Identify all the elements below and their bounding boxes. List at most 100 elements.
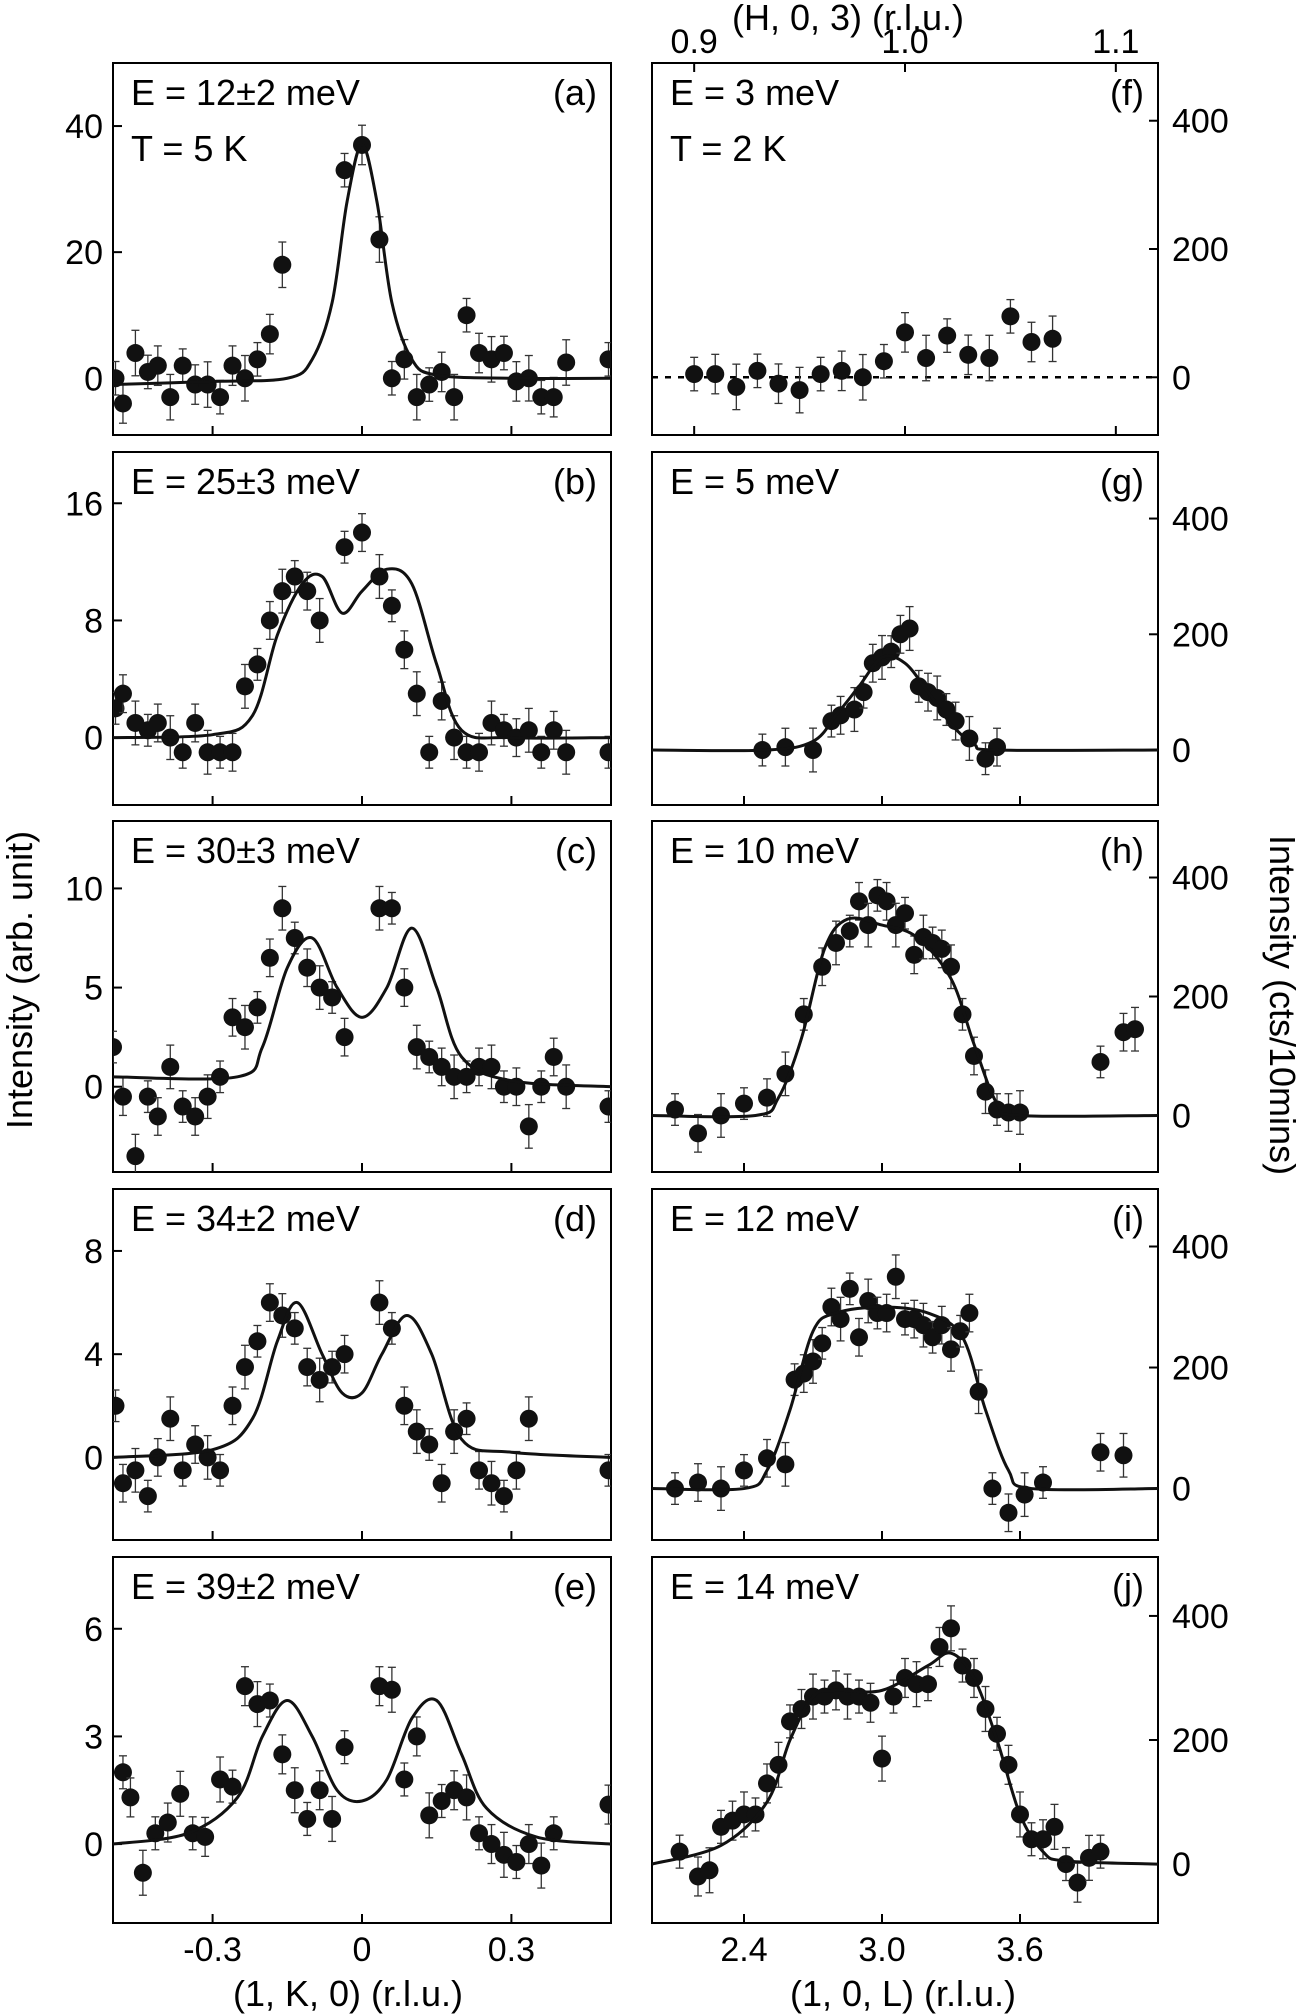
- y-tick-label: 200: [1172, 231, 1229, 269]
- data-point: [236, 1358, 254, 1376]
- data-point: [495, 1487, 513, 1505]
- data-point: [273, 1745, 291, 1763]
- y-tick-label: 8: [84, 1233, 103, 1271]
- data-point: [520, 1117, 538, 1135]
- data-point: [727, 378, 745, 396]
- y-tick-label: 3: [84, 1718, 103, 1756]
- data-point: [126, 1147, 144, 1165]
- panel-label: (a): [553, 72, 597, 113]
- data-point: [470, 743, 488, 761]
- data-point: [735, 1095, 753, 1113]
- data-point: [420, 743, 438, 761]
- data-point: [196, 1828, 214, 1846]
- data-point: [248, 1332, 266, 1350]
- panel-h: 0200400E = 10 meV (h): [652, 821, 1229, 1172]
- data-point: [395, 641, 413, 659]
- data-point: [873, 1750, 891, 1768]
- data-point: [748, 362, 766, 380]
- data-point: [114, 685, 132, 703]
- panel-annotation: E = 14 meV: [670, 1566, 859, 1607]
- panel-label: (h): [1100, 830, 1144, 871]
- panel-f: 0 200 400 0.9 1.0 1.1 E = 3 meV T = 2 K (f): [652, 23, 1229, 435]
- panel-label: (c): [555, 830, 597, 871]
- panel-i: 0 200 400 E = 12 meV (i): [652, 1189, 1229, 1540]
- panel-b: 0 8 16 E = 25±3 meV (b): [65, 452, 617, 805]
- data-point: [174, 357, 192, 375]
- data-point: [988, 738, 1006, 756]
- panel-annotation: E = 12 meV: [670, 1198, 859, 1239]
- data-point: [395, 1770, 413, 1788]
- data-point: [121, 1788, 139, 1806]
- y-tick-label: 5: [84, 970, 103, 1008]
- y-tick-label: 400: [1172, 501, 1229, 539]
- panel-annotation: E = 25±3 meV: [131, 461, 360, 502]
- y-tick-label: 200: [1172, 979, 1229, 1017]
- data-point: [236, 1018, 254, 1036]
- data-point: [383, 597, 401, 615]
- data-point: [600, 350, 618, 368]
- panel-label: (e): [553, 1566, 597, 1607]
- data-point: [845, 701, 863, 719]
- data-point: [532, 1078, 550, 1096]
- data-point: [1044, 330, 1062, 348]
- data-point: [942, 1340, 960, 1358]
- data-point: [887, 1268, 905, 1286]
- panel-label: (g): [1100, 461, 1144, 502]
- data-point: [104, 1038, 122, 1056]
- data-point: [520, 1410, 538, 1428]
- data-point: [383, 369, 401, 387]
- data-point: [545, 1048, 563, 1066]
- panel-a: 0 20 40 E = 12±2 meV T = 5 K (a): [65, 63, 617, 435]
- data-point: [114, 1474, 132, 1492]
- data-point: [791, 381, 809, 399]
- y-tick-label: 0: [84, 360, 103, 398]
- data-point: [1092, 1053, 1110, 1071]
- fit-curve: [113, 928, 611, 1087]
- fit-curve: [113, 145, 611, 385]
- panel-annotation: E = 39±2 meV: [131, 1566, 360, 1607]
- data-point: [905, 946, 923, 964]
- x-tick-label: 0: [353, 1931, 372, 1969]
- data-point: [286, 1319, 304, 1337]
- data-point: [106, 1397, 124, 1415]
- data-point: [1046, 1818, 1064, 1836]
- data-point: [1023, 333, 1041, 351]
- data-point: [336, 1345, 354, 1363]
- data-point: [114, 394, 132, 412]
- panel-g: 0200400E = 5 meV (g): [652, 452, 1229, 805]
- data-point: [445, 729, 463, 747]
- data-point: [336, 1028, 354, 1046]
- x-tick-label: 2.4: [720, 1931, 767, 1969]
- data-point: [149, 1448, 167, 1466]
- left-x-axis-title: (1, K, 0) (r.l.u.): [233, 1973, 463, 2014]
- data-point: [875, 352, 893, 370]
- data-point: [458, 1788, 476, 1806]
- y-tick-label: 0: [1172, 1471, 1191, 1509]
- data-point: [353, 524, 371, 542]
- data-point: [959, 346, 977, 364]
- data-point: [261, 1294, 279, 1312]
- data-point: [600, 1796, 618, 1814]
- data-point: [139, 1088, 157, 1106]
- data-point: [545, 388, 563, 406]
- y-tick-label: 0: [84, 1826, 103, 1864]
- data-point: [139, 1487, 157, 1505]
- data-point: [311, 1371, 329, 1389]
- y-tick-label: 200: [1172, 616, 1229, 654]
- data-point: [171, 1785, 189, 1803]
- panel-annotation: E = 34±2 meV: [131, 1198, 360, 1239]
- panel-d: 0 4 8 E = 34±2 meV (d): [84, 1189, 617, 1540]
- y-tick-label: 200: [1172, 1350, 1229, 1388]
- data-point: [960, 1304, 978, 1322]
- data-point: [236, 369, 254, 387]
- data-point: [433, 363, 451, 381]
- top-x-axis-title: (H, 0, 3) (r.l.u.): [732, 0, 964, 38]
- y-tick-label: 0: [1172, 732, 1191, 770]
- data-point: [370, 1294, 388, 1312]
- data-point: [841, 922, 859, 940]
- left-y-axis-title: Intensity (arb. unit): [0, 831, 40, 1129]
- data-point: [812, 365, 830, 383]
- y-tick-label: 16: [65, 485, 103, 523]
- data-point: [395, 1397, 413, 1415]
